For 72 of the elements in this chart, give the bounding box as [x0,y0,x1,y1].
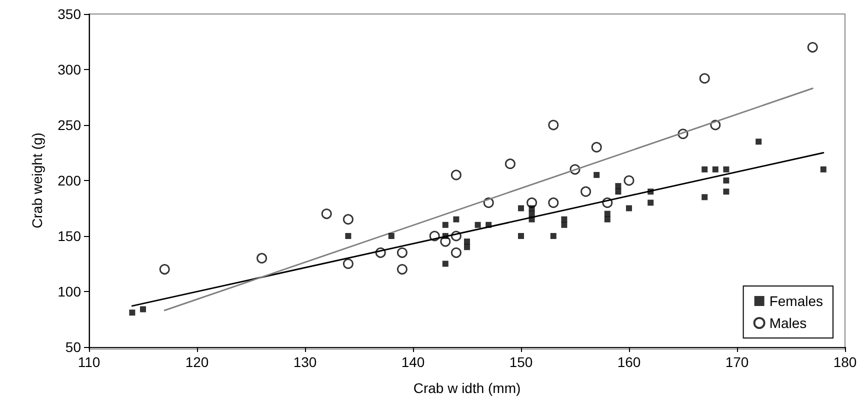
point [648,200,654,206]
x-tick-label: 130 [293,354,317,370]
point [442,233,448,239]
point [528,205,535,212]
point [518,233,524,239]
point [504,158,516,170]
point [464,238,470,245]
point [342,214,354,225]
y-tick-label: 200 [58,172,82,188]
point [450,170,462,180]
point [321,208,332,220]
point [396,264,408,275]
y-axis-title: Crab weight (g) [29,132,45,228]
point [388,233,394,239]
legend-label: Males [769,315,807,331]
point [548,120,559,130]
point [129,310,136,316]
point [580,186,592,197]
point [615,183,622,190]
point [453,216,460,222]
point [723,188,730,195]
point [474,222,481,228]
x-tick-label: 160 [617,354,641,370]
x-axis-title: Crab w idth (mm) [413,380,521,396]
x-tick-label: 180 [833,354,857,370]
point [561,222,568,228]
y-tick-label: 350 [58,6,82,22]
y-tick-label: 300 [58,62,82,78]
point [345,233,352,239]
y-tick-label: 250 [58,117,82,133]
point [756,138,762,145]
x-tick-label: 140 [401,354,425,370]
x-tick-label: 120 [185,354,209,370]
y-tick-label: 100 [58,284,82,300]
point [807,42,818,53]
point [648,188,654,195]
point [159,264,170,275]
point [464,244,470,250]
point [528,210,535,217]
point [561,216,568,222]
point [442,222,448,228]
y-tick-label: 150 [58,228,82,244]
point [699,73,710,84]
point [450,247,462,258]
point [591,142,602,152]
point [256,252,268,264]
point [548,197,559,208]
point [624,175,634,186]
legend-label: Females [769,293,824,309]
y-tick-label: 50 [65,339,82,355]
x-tick-label: 110 [78,354,100,370]
point [604,210,610,217]
point [518,205,524,212]
x-tick-label: 150 [509,354,533,370]
point [550,233,556,239]
point [702,166,708,172]
point [594,172,600,178]
point [712,166,718,172]
point [723,178,730,184]
point [486,222,492,228]
point [396,247,408,258]
point [528,216,535,222]
point [615,188,622,195]
point [604,216,610,222]
x-tick-label: 170 [725,354,749,370]
point [702,194,708,200]
point [342,258,354,269]
point [723,166,730,172]
point [140,306,146,312]
point [820,166,826,172]
point [442,260,448,267]
point [626,205,632,212]
